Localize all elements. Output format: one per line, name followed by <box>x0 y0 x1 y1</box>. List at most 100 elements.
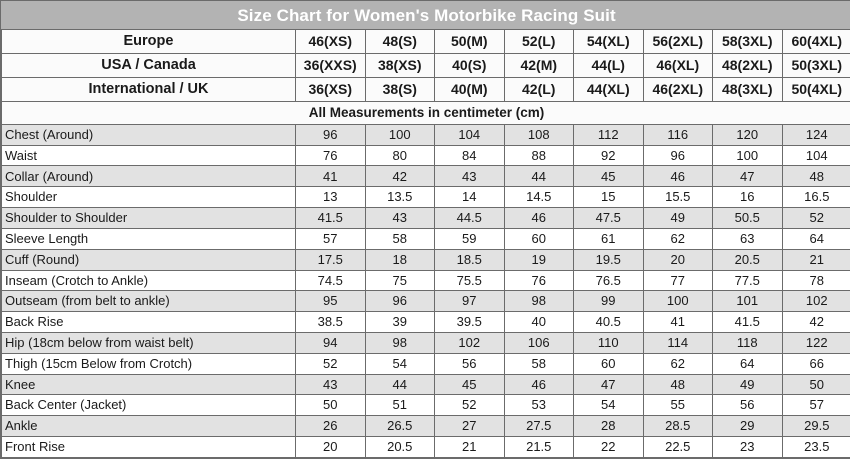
measurement-row: Knee 43 44 45 46 47 48 49 50 <box>1 373 850 396</box>
measurement-value: 23 <box>712 436 783 458</box>
measurement-value: 19.5 <box>573 248 644 271</box>
size-header-cell: 42(L) <box>503 76 574 102</box>
measurement-value: 38.5 <box>295 311 366 333</box>
measurement-value: 49 <box>642 207 713 229</box>
measurement-value: 44 <box>503 165 574 188</box>
measurement-value: 56 <box>712 394 783 417</box>
measurement-value: 27.5 <box>503 415 574 437</box>
measurement-value: 53 <box>503 394 574 417</box>
measurement-row: Collar (Around) 41 42 43 44 45 46 47 48 <box>1 165 850 188</box>
measurement-label: Outseam (from belt to ankle) <box>1 290 296 313</box>
measurement-row: Outseam (from belt to ankle) 95 96 97 98 99 10… <box>1 290 850 313</box>
size-header-cell: 38(S) <box>364 76 435 102</box>
measurement-value: 100 <box>712 144 783 167</box>
measurement-value: 16.5 <box>781 186 850 209</box>
size-header-cell: 50(3XL) <box>781 53 850 78</box>
measurement-value: 58 <box>503 352 574 375</box>
region-row-europe: Europe 46(XS) 48(S) 50(M) 52(L) 54(XL) 56(2XL)… <box>1 29 850 55</box>
measurement-value: 29 <box>712 415 783 437</box>
measurement-value: 20.5 <box>364 436 435 458</box>
measurement-value: 122 <box>781 331 850 354</box>
measurement-value: 101 <box>712 290 783 313</box>
measurement-value: 17.5 <box>295 248 366 271</box>
measurement-value: 21 <box>781 248 850 271</box>
measurement-value: 104 <box>781 144 850 167</box>
measurement-value: 14.5 <box>503 186 574 209</box>
measurement-value: 77.5 <box>712 269 783 292</box>
measurement-value: 43 <box>295 373 366 396</box>
measurement-value: 94 <box>295 331 366 354</box>
size-header-cell: 58(3XL) <box>712 29 783 55</box>
measurement-row: Inseam (Crotch to Ankle) 74.5 75 75.5 76 76.5… <box>1 269 850 292</box>
measurement-value: 99 <box>573 290 644 313</box>
measurement-value: 62 <box>642 227 713 250</box>
measurement-value: 54 <box>364 352 435 375</box>
measurement-value: 52 <box>295 352 366 375</box>
measurement-value: 98 <box>503 290 574 313</box>
measurement-label: Front Rise <box>1 436 296 458</box>
measurement-value: 76 <box>503 269 574 292</box>
measurement-row: Hip (18cm below from waist belt) 94 98 102 1… <box>1 331 850 354</box>
measurement-value: 60 <box>503 227 574 250</box>
measurement-value: 118 <box>712 331 783 354</box>
region-label: International / UK <box>1 76 296 102</box>
measurement-value: 98 <box>364 331 435 354</box>
size-header-cell: 48(3XL) <box>712 76 783 102</box>
measurement-label: Collar (Around) <box>1 165 296 188</box>
measurement-label: Back Rise <box>1 311 296 333</box>
measurement-value: 15 <box>573 186 644 209</box>
measurement-value: 96 <box>295 123 366 146</box>
measurement-value: 46 <box>503 373 574 396</box>
size-header-cell: 40(M) <box>434 76 505 102</box>
region-label: Europe <box>1 29 296 55</box>
measurement-value: 57 <box>781 394 850 417</box>
measurement-value: 42 <box>364 165 435 188</box>
measurement-value: 75.5 <box>434 269 505 292</box>
size-header-cell: 48(2XL) <box>712 53 783 78</box>
measurement-label: Waist <box>1 144 296 167</box>
size-header-cell: 50(4XL) <box>781 76 850 102</box>
measurement-value: 76 <box>295 144 366 167</box>
region-label: USA / Canada <box>1 53 296 78</box>
measurement-value: 97 <box>434 290 505 313</box>
measurement-value: 13 <box>295 186 366 209</box>
measurement-row: Shoulder to Shoulder 41.5 43 44.5 46 47.5 49 50… <box>1 207 850 229</box>
size-header-cell: 50(M) <box>434 29 505 55</box>
measurement-value: 61 <box>573 227 644 250</box>
measurement-value: 14 <box>434 186 505 209</box>
measurement-value: 29.5 <box>781 415 850 437</box>
size-header-cell: 46(XL) <box>642 53 713 78</box>
measurement-value: 124 <box>781 123 850 146</box>
measurement-value: 56 <box>434 352 505 375</box>
measurement-value: 49 <box>712 373 783 396</box>
measurement-value: 28.5 <box>642 415 713 437</box>
measurement-row: Waist 76 80 84 88 92 96 100 104 <box>1 144 850 167</box>
measurement-value: 80 <box>364 144 435 167</box>
measurement-value: 47.5 <box>573 207 644 229</box>
measurement-value: 51 <box>364 394 435 417</box>
measurement-value: 63 <box>712 227 783 250</box>
measurement-value: 21 <box>434 436 505 458</box>
measurement-value: 19 <box>503 248 574 271</box>
measurement-value: 27 <box>434 415 505 437</box>
measurement-value: 46 <box>503 207 574 229</box>
measurement-value: 100 <box>642 290 713 313</box>
measurement-value: 64 <box>781 227 850 250</box>
measurement-value: 23.5 <box>781 436 850 458</box>
measurement-value: 44 <box>364 373 435 396</box>
measurement-value: 120 <box>712 123 783 146</box>
measurement-value: 39 <box>364 311 435 333</box>
measurement-row: Thigh (15cm Below from Crotch) 52 54 56 58 60… <box>1 352 850 375</box>
measurement-value: 78 <box>781 269 850 292</box>
measurement-value: 88 <box>503 144 574 167</box>
measurement-value: 77 <box>642 269 713 292</box>
measurement-value: 21.5 <box>503 436 574 458</box>
size-header-cell: 54(XL) <box>573 29 644 55</box>
region-row-international-uk: International / UK 36(XS) 38(S) 40(M) 42(L) 4… <box>1 76 850 102</box>
measurement-value: 60 <box>573 352 644 375</box>
measurement-label: Sleeve Length <box>1 227 296 250</box>
measurement-value: 40.5 <box>573 311 644 333</box>
measurement-value: 16 <box>712 186 783 209</box>
measurement-value: 100 <box>364 123 435 146</box>
